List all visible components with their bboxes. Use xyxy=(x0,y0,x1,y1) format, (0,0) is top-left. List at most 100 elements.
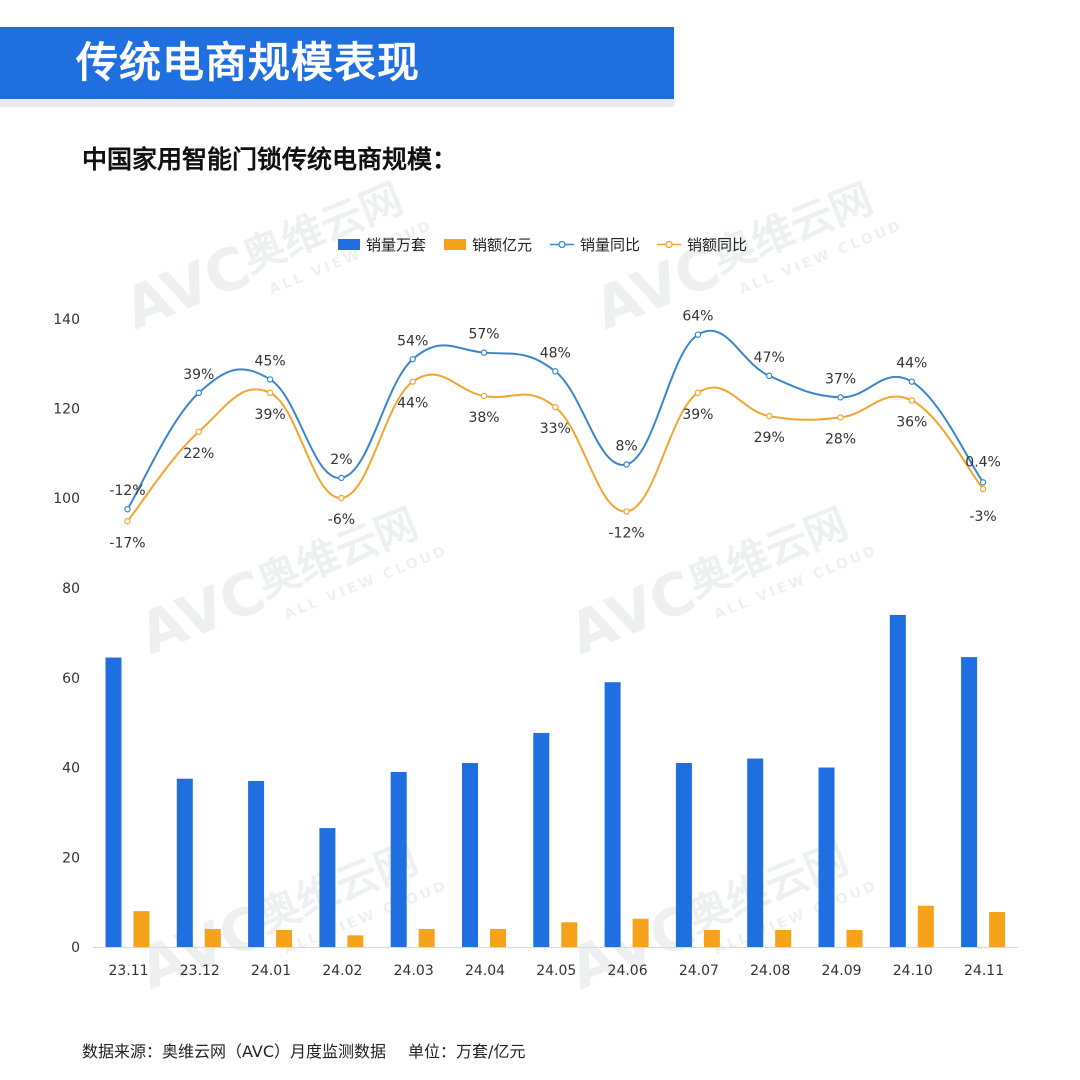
line-point xyxy=(624,462,629,467)
data-label-volume-yoy: 0.4% xyxy=(965,454,1001,470)
line-point xyxy=(553,369,558,374)
x-tick-label: 24.07 xyxy=(679,963,719,979)
line-point xyxy=(410,357,415,362)
data-label-volume-yoy: 48% xyxy=(540,345,571,361)
x-tick-label: 24.02 xyxy=(322,963,362,979)
line-point xyxy=(695,332,700,337)
line-point xyxy=(481,350,486,355)
bar-amount xyxy=(989,912,1005,947)
line-point xyxy=(339,495,344,500)
line-y-axis: 100 120 140 xyxy=(53,312,80,507)
line-point xyxy=(410,379,415,384)
watermark-logo: AVC xyxy=(560,557,705,668)
data-label-amount-yoy: 39% xyxy=(255,407,286,423)
bar-amount xyxy=(704,930,720,947)
line-y-tick-label: 140 xyxy=(53,312,80,328)
data-label-amount-yoy: 33% xyxy=(540,421,571,437)
data-label-amount-yoy: -3% xyxy=(969,509,996,525)
bar-volume xyxy=(605,682,621,947)
source-text: 数据来源：奥维云网（AVC）月度监测数据 xyxy=(82,1042,386,1061)
line-point xyxy=(767,373,772,378)
line-point xyxy=(767,414,772,419)
bar-amount xyxy=(134,911,150,947)
line-point xyxy=(909,398,914,403)
bar-volume xyxy=(177,779,193,947)
bar-y-axis: 0 20 40 60 80 xyxy=(62,581,80,956)
data-label-amount-yoy: -6% xyxy=(328,512,355,528)
line-point xyxy=(909,379,914,384)
data-label-amount-yoy: 22% xyxy=(183,446,214,462)
data-label-amount-yoy: -12% xyxy=(609,525,645,541)
legend-swatch xyxy=(338,239,360,250)
watermark-logo: AVC xyxy=(115,232,260,343)
bar-volume xyxy=(319,828,335,947)
bar-amount xyxy=(918,906,934,947)
data-label-amount-yoy: 29% xyxy=(754,430,785,446)
bar-volume xyxy=(819,768,835,948)
data-label-volume-yoy: 54% xyxy=(397,333,428,349)
line-point xyxy=(125,519,130,524)
legend-label: 销量万套 xyxy=(366,236,426,254)
x-tick-label: 24.03 xyxy=(394,963,434,979)
legend-item-2: 销额亿元 xyxy=(444,236,532,254)
bar-amount xyxy=(276,930,292,947)
x-tick-label: 24.06 xyxy=(608,963,648,979)
line-point xyxy=(695,390,700,395)
data-label-amount-yoy: 38% xyxy=(468,410,499,426)
bar-y-tick-label: 20 xyxy=(62,850,80,866)
line-y-tick-label: 100 xyxy=(53,491,80,507)
line-point xyxy=(838,415,843,420)
bar-amount xyxy=(561,922,577,947)
bar-y-tick-label: 80 xyxy=(62,581,80,597)
data-label-amount-yoy: 28% xyxy=(825,431,856,447)
bar-volume xyxy=(462,763,478,947)
bar-amount xyxy=(205,929,221,947)
line-point xyxy=(838,395,843,400)
data-label-volume-yoy: 47% xyxy=(754,350,785,366)
bar-amount xyxy=(633,919,649,947)
legend-item-3: 销量同比 xyxy=(550,236,640,254)
line-point xyxy=(981,486,986,491)
source-note: 数据来源：奥维云网（AVC）月度监测数据 单位：万套/亿元 xyxy=(82,1038,547,1062)
x-tick-label: 24.04 xyxy=(465,963,505,979)
bar-volume xyxy=(676,763,692,947)
legend-marker xyxy=(559,242,565,248)
line-point xyxy=(125,507,130,512)
data-label-volume-yoy: 45% xyxy=(255,353,286,369)
x-tick-label: 24.09 xyxy=(821,963,861,979)
line-point xyxy=(268,390,273,395)
bar-volume xyxy=(890,615,906,947)
line-amount-yoy xyxy=(125,375,986,524)
bar-y-tick-label: 40 xyxy=(62,761,80,777)
legend-marker xyxy=(666,242,672,248)
bar-amount xyxy=(419,929,435,947)
bar-amount xyxy=(847,930,863,947)
line-point xyxy=(196,429,201,434)
line-point xyxy=(624,509,629,514)
bar-y-tick-label: 60 xyxy=(62,671,80,687)
watermark: AVC奥维云网ALL VIEW CLOUD xyxy=(115,162,436,350)
bar-volume xyxy=(747,759,763,947)
data-label-volume-yoy: -12% xyxy=(109,483,145,499)
data-label-volume-yoy: 57% xyxy=(468,327,499,343)
data-label-amount-yoy: -17% xyxy=(109,535,145,551)
line-point xyxy=(196,390,201,395)
data-label-volume-yoy: 64% xyxy=(682,309,713,325)
data-label-amount-yoy: 44% xyxy=(397,396,428,412)
legend-swatch xyxy=(444,239,466,250)
x-tick-label: 23.11 xyxy=(108,963,148,979)
bar-amount xyxy=(347,935,363,947)
bar-amount xyxy=(490,929,506,947)
line-point xyxy=(553,405,558,410)
bar-volume xyxy=(533,733,549,947)
x-tick-label: 24.08 xyxy=(750,963,790,979)
series-line xyxy=(128,375,984,522)
data-label-volume-yoy: 37% xyxy=(825,371,856,387)
x-tick-label: 24.11 xyxy=(964,963,1004,979)
line-point xyxy=(268,377,273,382)
